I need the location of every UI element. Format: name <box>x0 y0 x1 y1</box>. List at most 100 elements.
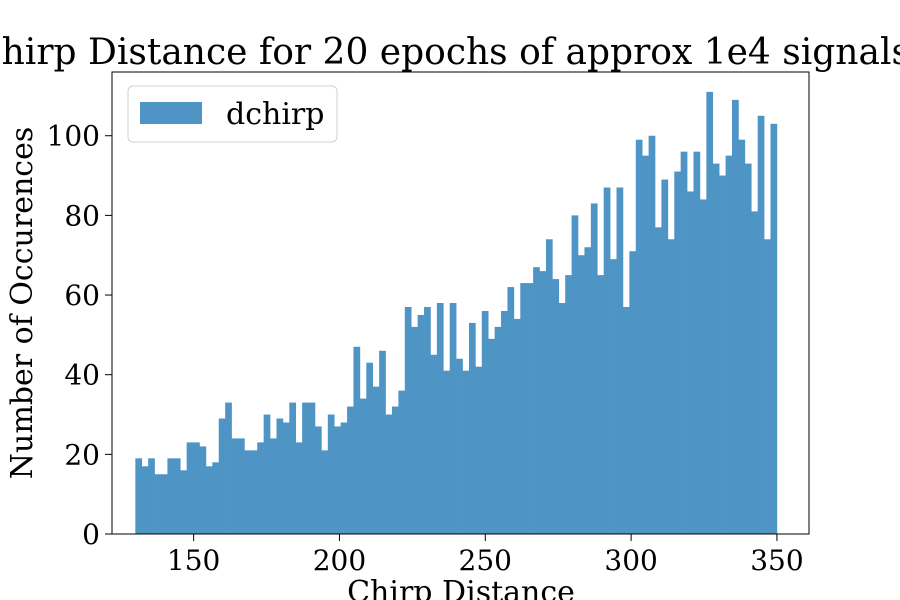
histogram-bar <box>193 442 200 534</box>
histogram-bar <box>379 350 386 534</box>
histogram-bar <box>430 354 438 534</box>
histogram-bar <box>231 438 239 534</box>
histogram-bar <box>738 139 746 534</box>
histogram-bar <box>250 450 258 534</box>
y-tick-label: 40 <box>64 359 100 392</box>
histogram-bar <box>539 271 547 534</box>
histogram-bar <box>578 255 585 534</box>
histogram-bar <box>160 474 168 534</box>
histogram-bar <box>526 283 534 534</box>
histogram-bar <box>205 466 213 534</box>
histogram-bar <box>648 135 656 534</box>
histogram-bar <box>520 283 527 534</box>
histogram-bar <box>366 362 374 534</box>
y-tick-label: 20 <box>64 438 100 471</box>
legend-box <box>127 85 338 143</box>
histogram-bar <box>699 199 707 534</box>
histogram-bar <box>545 239 553 534</box>
histogram-bar <box>629 251 637 534</box>
histogram-bar <box>417 314 425 534</box>
histogram-bar <box>468 322 476 534</box>
histogram-bar <box>481 310 489 534</box>
histogram-bar <box>244 450 252 534</box>
histogram-bar <box>597 275 604 534</box>
y-tick-label: 60 <box>64 279 100 312</box>
histogram-bar <box>725 155 733 534</box>
histogram-bar <box>359 398 367 534</box>
histogram-bar <box>327 414 335 534</box>
histogram-bar <box>180 470 187 534</box>
legend: dchirp <box>127 85 338 143</box>
histogram-bar <box>680 151 688 534</box>
histogram-bar <box>347 406 354 534</box>
histogram-bar <box>635 139 643 534</box>
histogram-bar <box>257 442 264 534</box>
histogram-bar <box>770 123 778 534</box>
x-tick-label: 250 <box>459 544 512 577</box>
histogram-bar <box>744 163 752 534</box>
x-axis-label: Chirp Distance <box>347 575 575 600</box>
x-tick-label: 150 <box>167 544 220 577</box>
histogram-bar <box>321 450 329 534</box>
histogram-bar <box>334 426 341 534</box>
histogram-bar <box>507 287 515 534</box>
histogram-bar <box>706 91 714 534</box>
histogram-bar <box>340 422 348 534</box>
histogram-bar <box>494 326 502 534</box>
histogram-bar <box>148 458 155 534</box>
y-tick-label: 100 <box>47 120 100 153</box>
histogram-bar <box>449 303 457 534</box>
histogram-bar <box>616 187 624 534</box>
histogram-bar <box>488 338 495 534</box>
legend-swatch-dchirp <box>140 102 202 124</box>
histogram-bar <box>462 370 470 534</box>
histogram-bar <box>693 151 701 534</box>
histogram-bar <box>475 366 483 534</box>
histogram-bar <box>263 414 271 534</box>
legend-label-dchirp: dchirp <box>226 97 324 132</box>
histogram-bar <box>270 438 277 534</box>
histogram-bar <box>436 303 444 534</box>
histogram-bar <box>391 406 399 534</box>
histogram-bar <box>135 458 143 534</box>
histogram-bar <box>571 215 579 534</box>
x-tick-label: 300 <box>604 544 657 577</box>
y-axis-label: Number of Occurences <box>5 127 40 479</box>
histogram-bar <box>687 191 694 535</box>
histogram-bar <box>353 346 361 534</box>
histogram-bar <box>513 318 521 534</box>
histogram-bar <box>667 239 675 534</box>
histogram-bar <box>186 442 194 534</box>
histogram-bar <box>565 275 572 534</box>
histogram-bar <box>314 426 322 534</box>
histogram-bar <box>424 306 431 534</box>
histogram-bar <box>751 211 758 534</box>
histogram-bar <box>674 171 681 534</box>
histogram-bar <box>757 115 765 534</box>
x-tick-label: 350 <box>750 544 803 577</box>
histogram-bar <box>642 155 649 534</box>
x-tick-label: 200 <box>313 544 366 577</box>
histogram-bar <box>712 163 720 534</box>
histogram-bar <box>218 418 226 534</box>
histogram-bar <box>276 418 284 534</box>
y-tick-label: 80 <box>64 199 100 232</box>
histogram-bar <box>533 267 540 534</box>
histogram-bar <box>622 306 630 534</box>
histogram-bar <box>282 422 290 534</box>
histogram-bars <box>135 91 778 535</box>
histogram-bar <box>295 442 303 534</box>
histogram-bar <box>501 310 508 534</box>
histogram-bar <box>584 247 592 535</box>
histogram-bar <box>385 414 393 534</box>
histogram-bar <box>372 386 380 534</box>
histogram-bar <box>661 179 669 534</box>
histogram-bar <box>289 402 297 534</box>
histogram-bar <box>590 203 598 534</box>
histogram-bar <box>732 99 739 534</box>
histogram-bar <box>411 326 418 534</box>
histogram-bar <box>398 390 406 534</box>
histogram-bar <box>443 370 451 534</box>
histogram-bar <box>655 227 662 534</box>
